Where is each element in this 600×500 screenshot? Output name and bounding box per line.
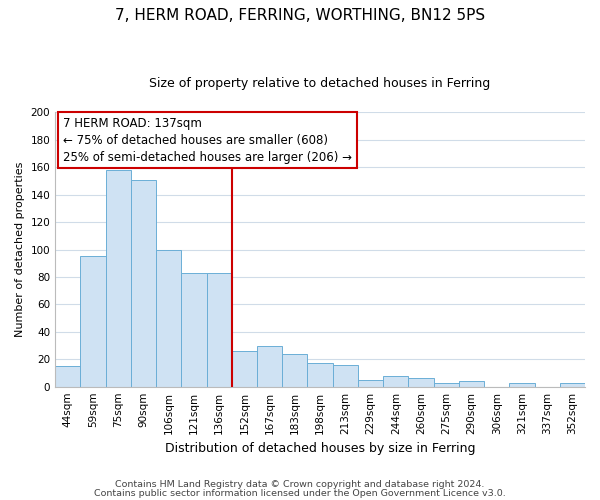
Bar: [459, 381, 484, 386]
Bar: [206, 273, 232, 386]
Bar: [409, 378, 434, 386]
Text: Contains HM Land Registry data © Crown copyright and database right 2024.: Contains HM Land Registry data © Crown c…: [115, 480, 485, 489]
Bar: [156, 250, 181, 386]
Bar: [106, 170, 131, 386]
Bar: [560, 382, 585, 386]
Text: 7 HERM ROAD: 137sqm
← 75% of detached houses are smaller (608)
25% of semi-detac: 7 HERM ROAD: 137sqm ← 75% of detached ho…: [63, 116, 352, 164]
Bar: [358, 380, 383, 386]
Bar: [232, 351, 257, 386]
Text: 7, HERM ROAD, FERRING, WORTHING, BN12 5PS: 7, HERM ROAD, FERRING, WORTHING, BN12 5P…: [115, 8, 485, 22]
X-axis label: Distribution of detached houses by size in Ferring: Distribution of detached houses by size …: [165, 442, 475, 455]
Bar: [509, 382, 535, 386]
Bar: [434, 382, 459, 386]
Text: Contains public sector information licensed under the Open Government Licence v3: Contains public sector information licen…: [94, 489, 506, 498]
Title: Size of property relative to detached houses in Ferring: Size of property relative to detached ho…: [149, 78, 491, 90]
Bar: [181, 273, 206, 386]
Bar: [307, 364, 332, 386]
Bar: [332, 364, 358, 386]
Y-axis label: Number of detached properties: Number of detached properties: [15, 162, 25, 338]
Bar: [55, 366, 80, 386]
Bar: [383, 376, 409, 386]
Bar: [80, 256, 106, 386]
Bar: [257, 346, 282, 387]
Bar: [131, 180, 156, 386]
Bar: [282, 354, 307, 386]
